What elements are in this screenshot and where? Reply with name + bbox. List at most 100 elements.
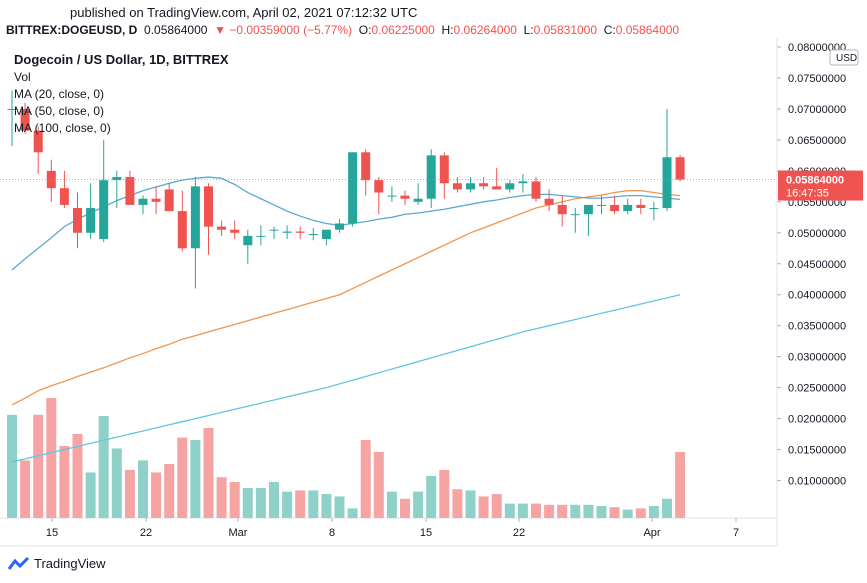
last-price-label: 0.05864000 [786, 175, 844, 187]
candle-body [570, 214, 580, 216]
candle-body [308, 234, 318, 236]
volume-bar [308, 490, 319, 518]
price-tick-label: 0.03000000 [788, 352, 846, 364]
candle-body [387, 195, 397, 197]
volume-bar [33, 414, 44, 518]
price-tick-label: 0.04500000 [788, 259, 846, 271]
legend-ma20: MA (20, close, 0) [14, 87, 105, 101]
candle-body [59, 188, 69, 205]
close-label: C: [603, 23, 616, 37]
tradingview-logo[interactable]: TradingView [8, 556, 106, 571]
tradingview-logo-icon [8, 556, 30, 570]
time-tick-label: 7 [733, 527, 739, 539]
volume-bar [635, 508, 646, 518]
price-change: −0.00359000 (−5.77%) [229, 23, 353, 37]
candle-body [86, 208, 96, 233]
volume-bar [282, 491, 293, 518]
candle-body [217, 226, 227, 230]
candle-body [531, 181, 541, 199]
volume-bar [72, 434, 83, 518]
low-label: L: [523, 23, 534, 37]
volume-bar [20, 460, 31, 518]
candle-body [452, 183, 462, 190]
candle-body [73, 208, 82, 233]
volume-bar [570, 504, 581, 518]
open-label: O: [358, 23, 372, 37]
candle-body [675, 157, 685, 180]
candle-body [479, 183, 489, 187]
time-tick-label: 22 [513, 527, 525, 539]
volume-bar [583, 504, 594, 518]
candle-body [204, 186, 213, 227]
volume-bar [85, 472, 96, 518]
volume-bar [386, 491, 397, 518]
candle-body [20, 108, 30, 131]
volume-bar [557, 504, 568, 518]
high-value: 0.06264000 [453, 23, 517, 37]
volume-bar [177, 437, 188, 518]
price-tick-label: 0.01000000 [788, 476, 846, 488]
time-tick-label: 15 [46, 527, 58, 539]
down-arrow-icon: ▼ [214, 23, 226, 37]
open-value: 0.06225000 [371, 23, 435, 37]
volume-bar [164, 464, 175, 518]
symbol-bar: BITTREX:DOGEUSD, D 0.05864000 ▼ −0.00359… [6, 23, 679, 37]
candle-body [623, 204, 633, 212]
time-tick-label: 8 [329, 527, 335, 539]
volume-bar [478, 496, 489, 518]
volume-bar [229, 482, 240, 518]
volume-bar [59, 446, 70, 518]
volume-bar [504, 503, 515, 518]
candle-body [295, 231, 305, 233]
volume-bar [662, 498, 672, 518]
candle-body [99, 180, 109, 239]
candle-body [505, 183, 515, 190]
candle-body [583, 204, 593, 215]
candle-body [400, 195, 410, 199]
price-tick-label: 0.07500000 [788, 73, 846, 85]
ma100-line [11, 294, 681, 463]
volume-bar [334, 496, 345, 518]
volume-bar [452, 489, 463, 518]
volume-bar [151, 472, 162, 518]
price-tick-label: 0.04000000 [788, 290, 846, 302]
volume-bar [531, 503, 541, 518]
volume-bar [203, 428, 214, 518]
candle-body [125, 177, 135, 205]
candle-body [649, 208, 659, 210]
candle-body [426, 155, 436, 199]
price-tick-label: 0.06500000 [788, 135, 846, 147]
volume-bar [373, 452, 384, 518]
time-tick-label: 15 [420, 527, 432, 539]
candle-body [518, 181, 528, 184]
candle-body [492, 186, 502, 190]
volume-bar [675, 452, 686, 518]
candle-body [112, 177, 122, 181]
price-tick-label: 0.02500000 [788, 383, 846, 395]
volume-bar [413, 491, 424, 518]
candle-body [413, 198, 423, 202]
last-price-label-bg [778, 170, 863, 201]
candle-body [7, 108, 17, 110]
countdown-label: 16:47:35 [786, 188, 829, 200]
candle-body [374, 180, 384, 193]
volume-bar [111, 448, 122, 518]
logo-text: TradingView [34, 556, 106, 571]
legend-vol: Vol [14, 70, 31, 84]
candle-body [282, 231, 292, 233]
candle-body [321, 229, 331, 239]
chart-title: Dogecoin / US Dollar, 1D, BITTREX [14, 52, 229, 67]
legend-ma100: MA (100, close, 0) [14, 121, 111, 135]
symbol-label: BITTREX:DOGEUSD, D [6, 23, 138, 37]
volume-bar [426, 476, 437, 518]
low-value: 0.05831000 [533, 23, 598, 37]
candle-body [164, 189, 174, 212]
volume-bar [609, 507, 620, 518]
candle-body [256, 235, 266, 237]
close-value: 0.05864000 [615, 23, 680, 37]
volume-bar [622, 509, 633, 518]
candle-body [610, 204, 620, 212]
volume-bar [124, 470, 135, 518]
volume-bar [465, 490, 476, 518]
